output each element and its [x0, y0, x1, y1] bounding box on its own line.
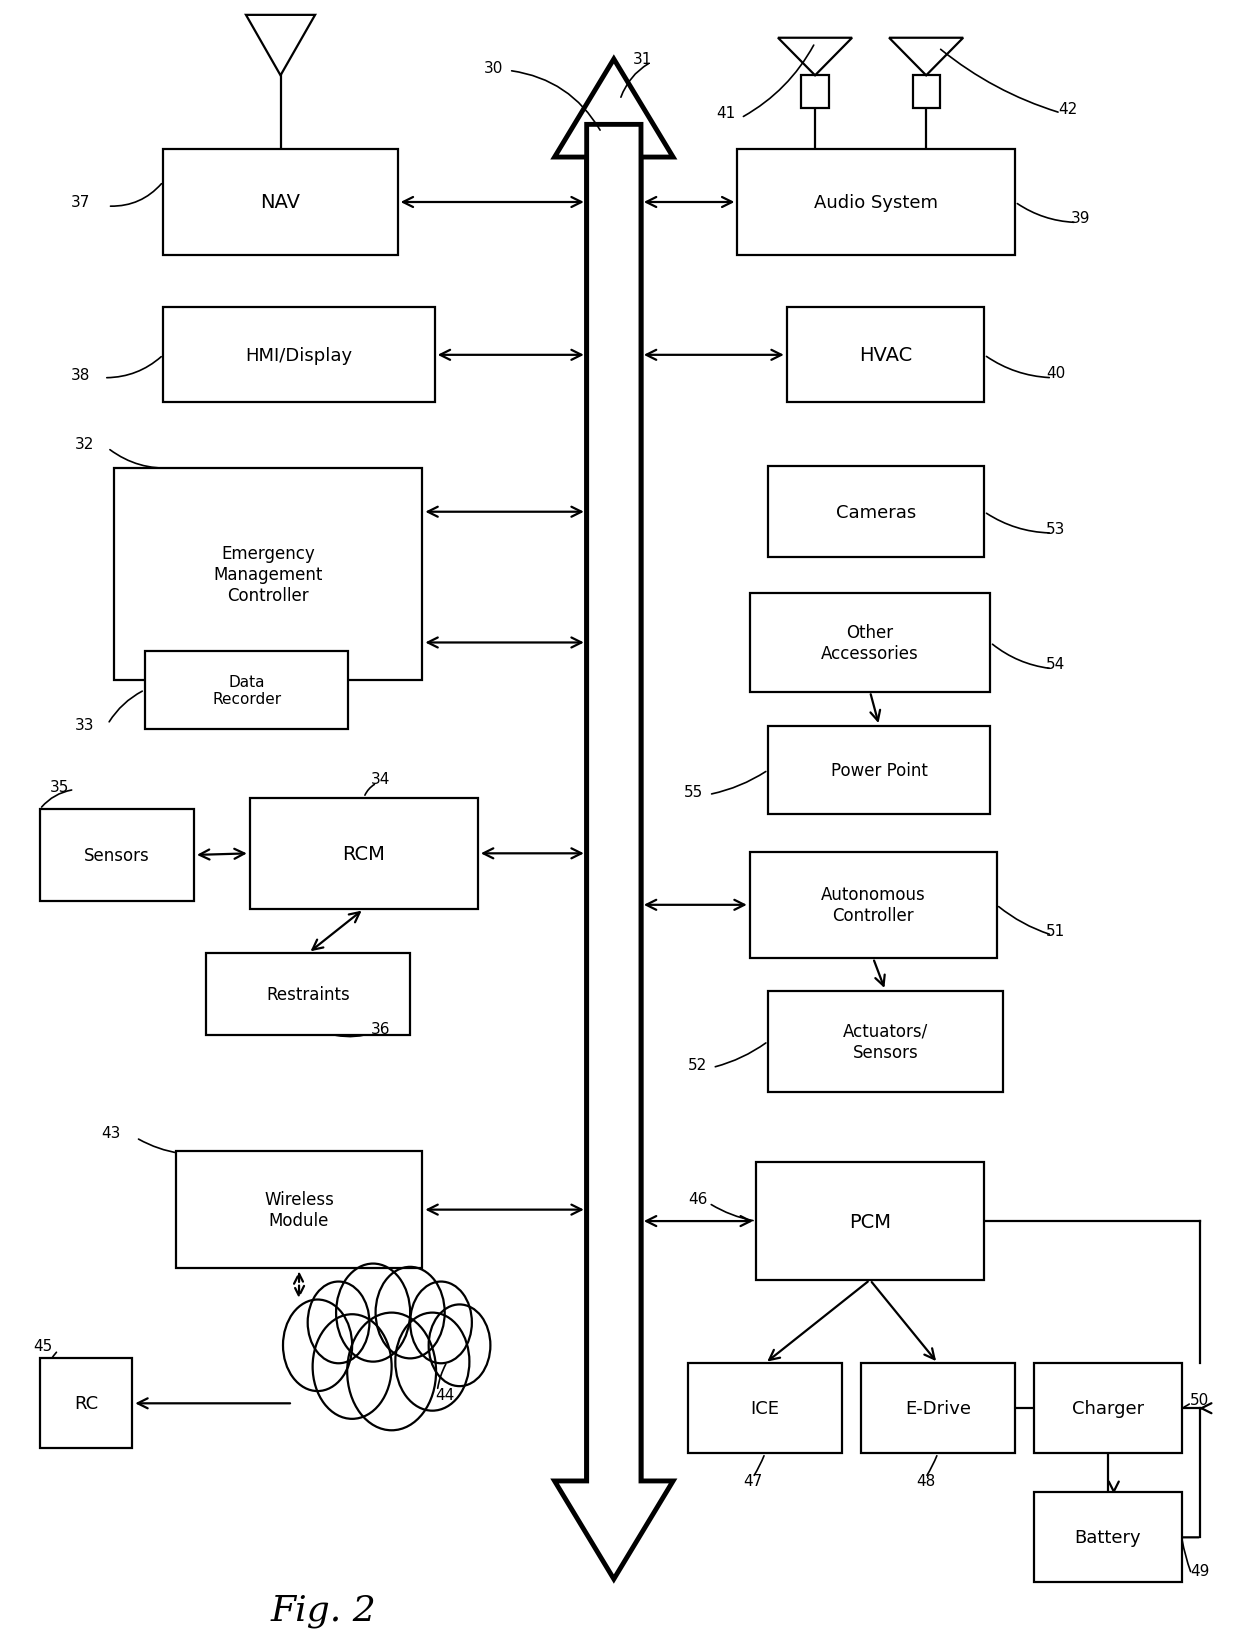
Text: 52: 52 — [688, 1057, 707, 1072]
Bar — [738, 149, 1016, 256]
Text: 46: 46 — [688, 1192, 707, 1206]
Text: NAV: NAV — [260, 193, 300, 213]
Text: Data
Recorder: Data Recorder — [212, 674, 281, 706]
Bar — [164, 149, 398, 256]
Text: 48: 48 — [916, 1473, 935, 1488]
Text: Audio System: Audio System — [815, 193, 939, 211]
Bar — [145, 651, 348, 729]
Text: Power Point: Power Point — [831, 762, 928, 780]
Text: Sensors: Sensors — [84, 846, 150, 864]
Bar — [786, 308, 985, 403]
Bar — [164, 308, 435, 403]
Text: Autonomous
Controller: Autonomous Controller — [821, 885, 925, 924]
Bar — [1033, 1364, 1182, 1454]
Text: RC: RC — [74, 1395, 98, 1413]
Text: 41: 41 — [717, 107, 735, 121]
Polygon shape — [554, 61, 673, 1514]
Bar — [801, 77, 828, 108]
Text: Wireless
Module: Wireless Module — [264, 1190, 334, 1229]
Text: 54: 54 — [1045, 657, 1065, 672]
Text: 31: 31 — [632, 52, 652, 67]
Text: HVAC: HVAC — [859, 346, 913, 365]
Polygon shape — [554, 125, 673, 1578]
Text: 53: 53 — [1045, 521, 1065, 536]
Text: 55: 55 — [684, 783, 703, 800]
Text: 32: 32 — [74, 436, 94, 451]
Text: Actuators/
Sensors: Actuators/ Sensors — [843, 1023, 928, 1060]
Bar — [768, 467, 985, 559]
Text: RCM: RCM — [342, 844, 386, 864]
Bar — [768, 726, 991, 815]
Text: 37: 37 — [71, 195, 91, 210]
Text: 44: 44 — [435, 1387, 454, 1401]
Text: 36: 36 — [371, 1021, 391, 1036]
Text: ICE: ICE — [750, 1400, 780, 1418]
Bar — [688, 1364, 842, 1454]
Text: 42: 42 — [1058, 102, 1078, 116]
Bar — [913, 77, 940, 108]
Bar — [40, 1359, 133, 1449]
Text: 35: 35 — [50, 779, 69, 795]
Bar — [1033, 1493, 1182, 1582]
Bar — [114, 469, 423, 680]
Bar — [176, 1151, 423, 1269]
Text: 38: 38 — [71, 367, 91, 382]
Text: Restraints: Restraints — [267, 985, 350, 1003]
Text: Fig. 2: Fig. 2 — [270, 1593, 377, 1628]
Text: Charger: Charger — [1071, 1400, 1143, 1418]
Text: Battery: Battery — [1074, 1529, 1141, 1546]
Bar — [40, 810, 195, 901]
Text: 34: 34 — [371, 772, 391, 787]
Text: 43: 43 — [102, 1126, 122, 1141]
Text: 40: 40 — [1045, 365, 1065, 380]
Text: PCM: PCM — [849, 1211, 892, 1231]
Text: 49: 49 — [1190, 1564, 1210, 1578]
Text: 50: 50 — [1190, 1392, 1209, 1406]
Text: E-Drive: E-Drive — [905, 1400, 971, 1418]
Text: Emergency
Management
Controller: Emergency Management Controller — [213, 544, 322, 605]
Bar — [756, 1162, 985, 1280]
Text: 39: 39 — [1070, 211, 1090, 226]
Bar — [750, 852, 997, 959]
Text: Cameras: Cameras — [836, 503, 916, 521]
Bar — [861, 1364, 1016, 1454]
Bar — [768, 992, 1003, 1092]
Text: Other
Accessories: Other Accessories — [821, 624, 919, 662]
Text: 30: 30 — [484, 61, 503, 75]
Text: 45: 45 — [33, 1337, 53, 1352]
Bar — [249, 798, 479, 910]
Bar — [207, 954, 410, 1036]
Bar — [750, 593, 991, 692]
Text: HMI/Display: HMI/Display — [246, 346, 352, 364]
Text: 33: 33 — [74, 718, 94, 733]
Text: 51: 51 — [1045, 923, 1065, 938]
Polygon shape — [298, 1278, 484, 1403]
Text: 47: 47 — [743, 1473, 763, 1488]
